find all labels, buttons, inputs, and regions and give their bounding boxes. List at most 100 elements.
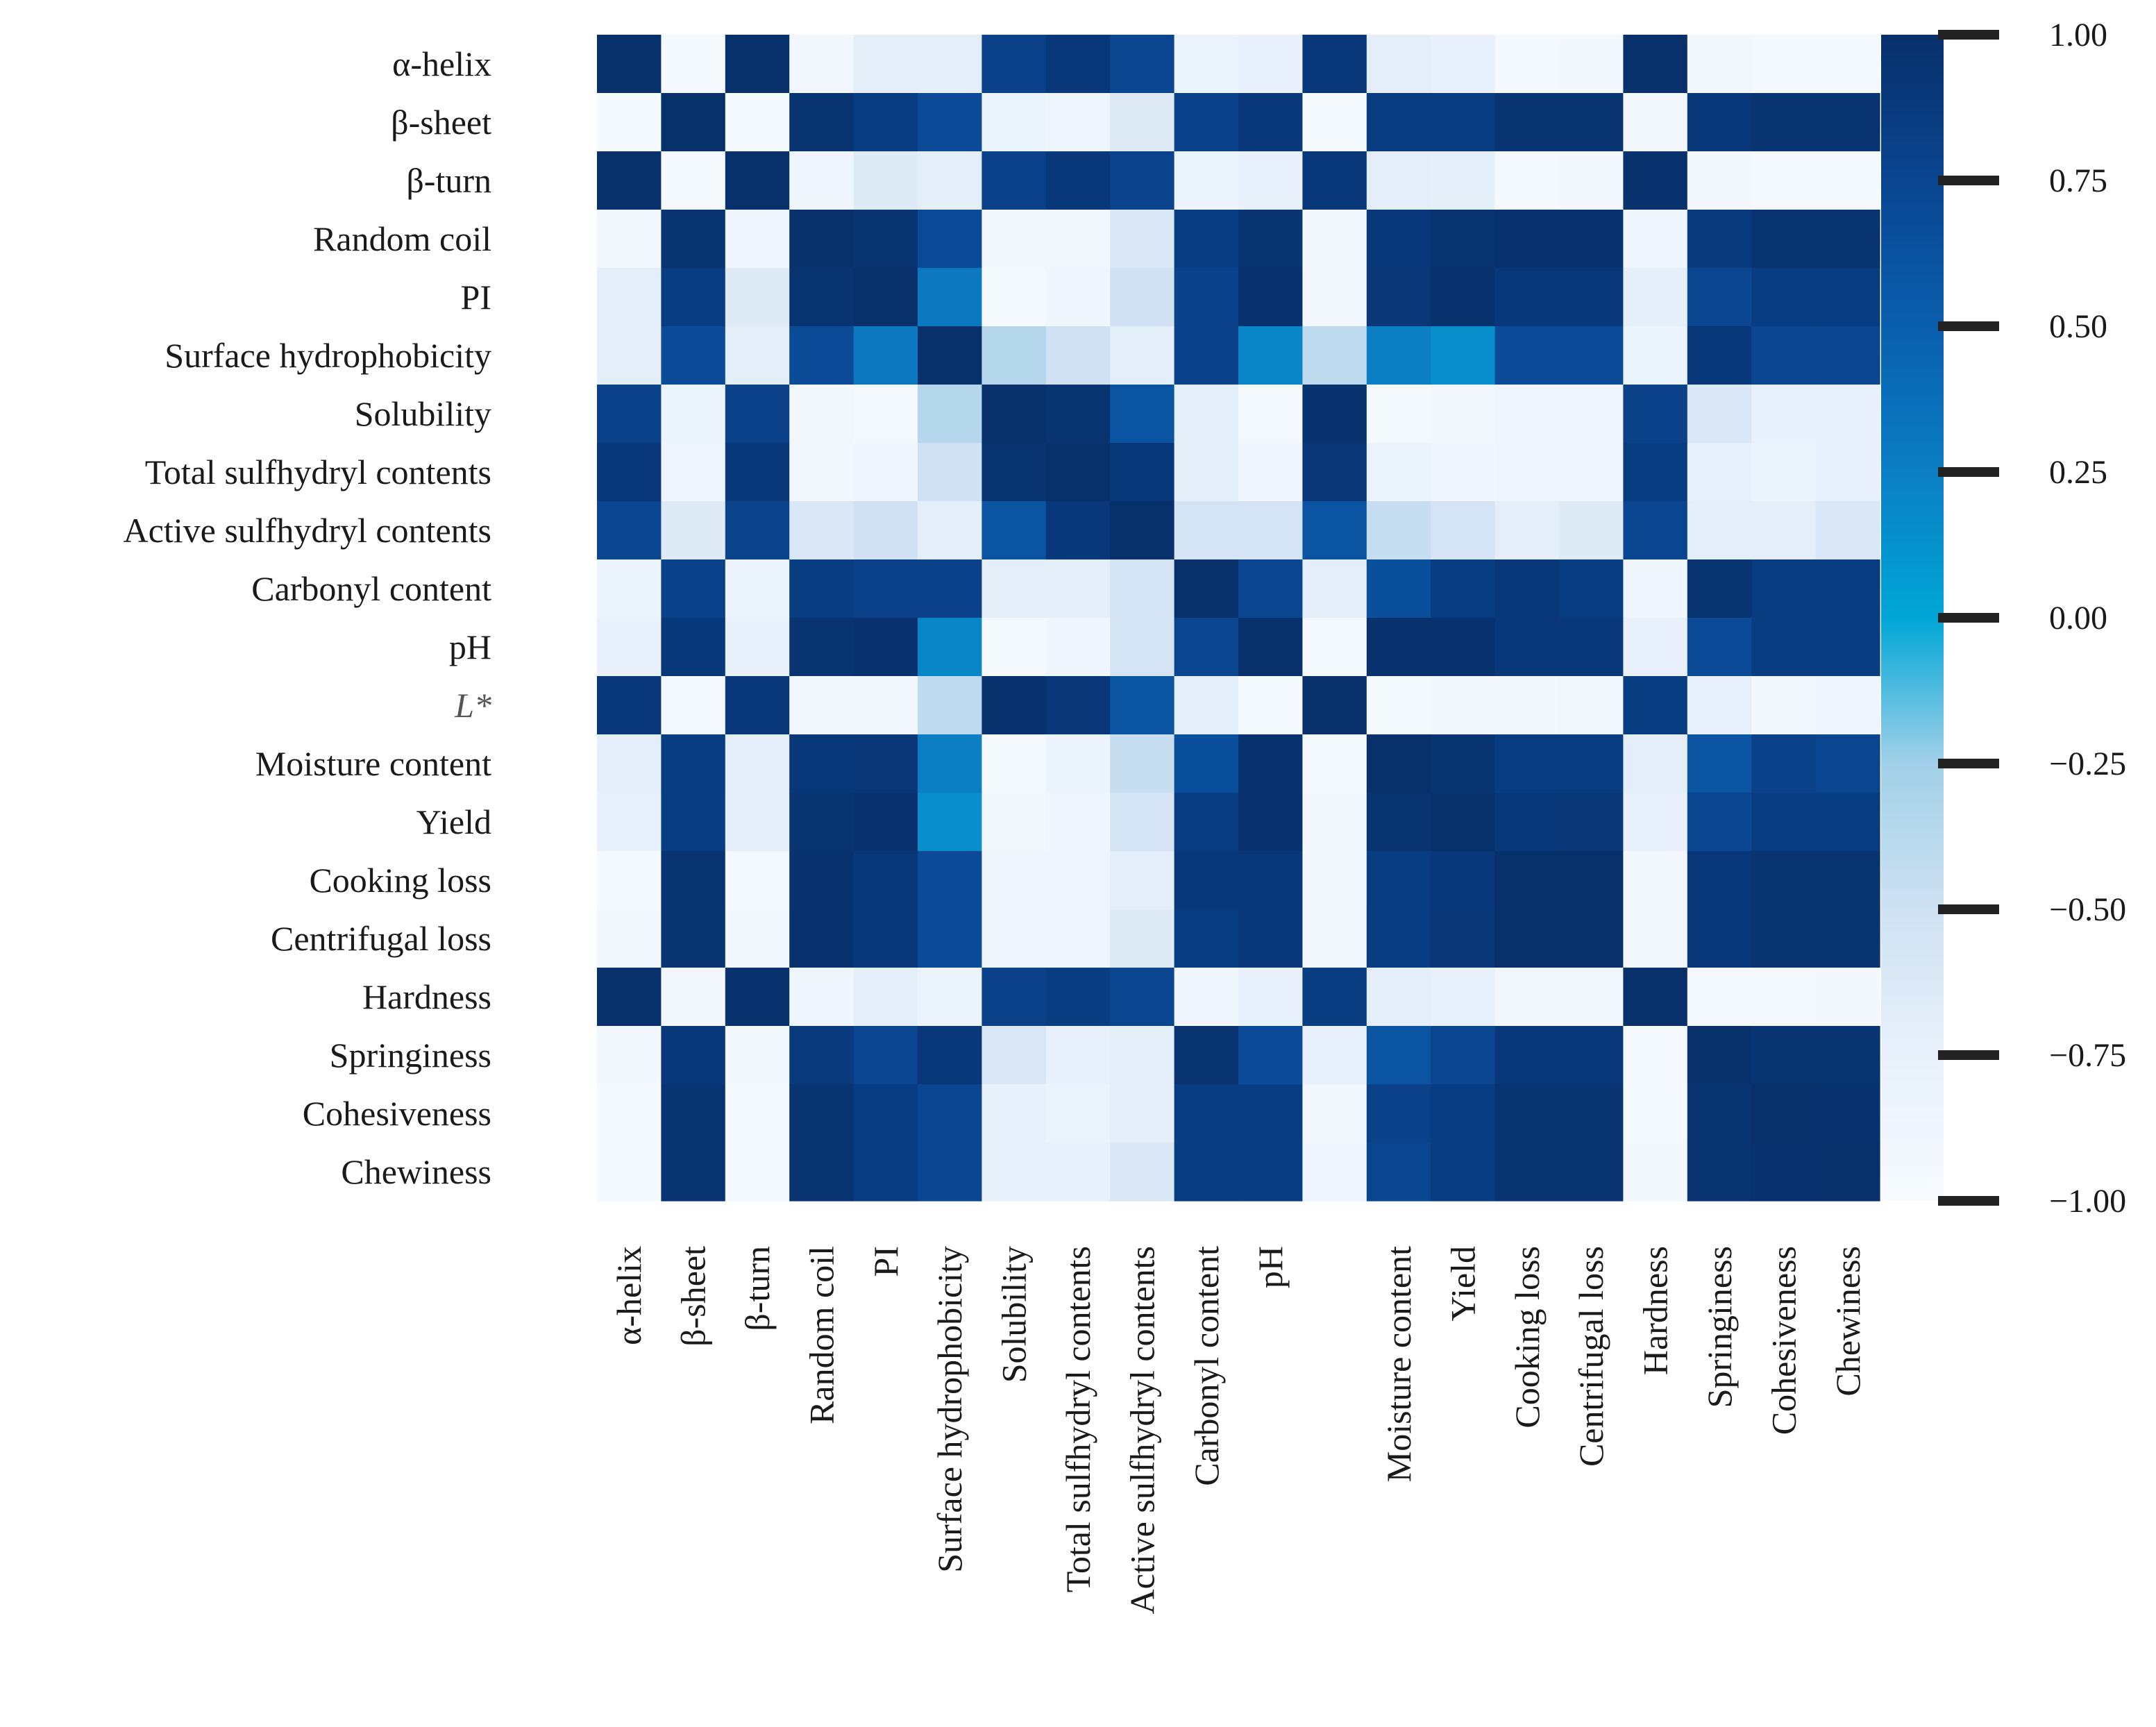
heatmap-cell xyxy=(1431,35,1496,94)
heatmap-cell xyxy=(1302,210,1367,269)
heatmap-cell xyxy=(853,443,918,502)
row-label: β-sheet xyxy=(391,103,491,142)
heatmap-cell xyxy=(1494,151,1560,210)
heatmap-cell xyxy=(1559,385,1624,444)
heatmap-cell xyxy=(789,618,854,677)
heatmap-cell xyxy=(1623,909,1688,968)
heatmap-cell xyxy=(1687,618,1752,677)
heatmap-cell xyxy=(1494,968,1560,1027)
heatmap-cell xyxy=(1559,151,1624,210)
heatmap-cell xyxy=(1815,501,1880,560)
heatmap-cell xyxy=(982,793,1047,852)
heatmap-cell xyxy=(1174,1026,1239,1085)
heatmap-cell xyxy=(918,734,982,793)
heatmap-cell xyxy=(597,618,662,677)
heatmap-cell xyxy=(597,1084,662,1143)
heatmap-cell xyxy=(918,385,982,444)
row-label: Hardness xyxy=(362,977,491,1016)
heatmap-cell xyxy=(1623,385,1688,444)
colorbar-tick-label: 0.00 xyxy=(2049,600,2107,637)
heatmap-cell xyxy=(789,559,854,618)
heatmap-cell xyxy=(597,151,662,210)
heatmap-cell xyxy=(982,851,1047,910)
heatmap-cell xyxy=(1751,210,1817,269)
heatmap-cell xyxy=(982,385,1047,444)
heatmap-cell xyxy=(1559,501,1624,560)
heatmap-cell xyxy=(1623,35,1688,94)
heatmap-cell xyxy=(1110,151,1175,210)
heatmap-cell xyxy=(1431,734,1496,793)
heatmap-cell xyxy=(1366,793,1431,852)
column-label: Cohesiveness xyxy=(1764,1246,1803,1435)
heatmap-cell xyxy=(597,501,662,560)
heatmap-cell xyxy=(1431,210,1496,269)
heatmap-cell xyxy=(1110,559,1175,618)
heatmap-cell xyxy=(725,210,790,269)
heatmap-cell xyxy=(1174,676,1239,735)
colorbar-tick-label: 0.75 xyxy=(2049,162,2107,199)
heatmap-cell xyxy=(1751,93,1817,152)
heatmap-cell xyxy=(853,618,918,677)
column-label: Carbonyl content xyxy=(1187,1246,1226,1486)
heatmap-cell xyxy=(1174,93,1239,152)
heatmap-cell xyxy=(1687,968,1752,1027)
heatmap-cell xyxy=(1238,851,1303,910)
heatmap-cell xyxy=(1302,93,1367,152)
heatmap-cell xyxy=(853,793,918,852)
heatmap-cell xyxy=(1431,1026,1496,1085)
heatmap-cell xyxy=(853,968,918,1027)
heatmap-cell xyxy=(1238,210,1303,269)
heatmap-cell xyxy=(725,793,790,852)
heatmap-cell xyxy=(1494,851,1560,910)
heatmap-cell xyxy=(725,909,790,968)
colorbar-tick-label: 1.00 xyxy=(2049,17,2107,53)
heatmap-cell xyxy=(982,676,1047,735)
heatmap-cell xyxy=(1623,734,1688,793)
heatmap-cell xyxy=(1623,618,1688,677)
heatmap-cell xyxy=(1559,851,1624,910)
heatmap-cell xyxy=(789,851,854,910)
heatmap-cell xyxy=(1366,326,1431,385)
heatmap-cell xyxy=(1494,210,1560,269)
heatmap-cell xyxy=(1559,1143,1624,1202)
heatmap-cell xyxy=(789,676,854,735)
heatmap-cell xyxy=(1431,793,1496,852)
heatmap-cell xyxy=(597,909,662,968)
heatmap-cell xyxy=(661,385,726,444)
heatmap-cell xyxy=(1751,968,1817,1027)
heatmap-cell xyxy=(1623,326,1688,385)
heatmap-cell xyxy=(982,968,1047,1027)
row-label: α-helix xyxy=(392,44,491,83)
heatmap-cell xyxy=(1174,1143,1239,1202)
heatmap-cell xyxy=(661,559,726,618)
row-label: L* xyxy=(454,686,491,725)
heatmap-cell xyxy=(1687,1143,1752,1202)
column-label: Springiness xyxy=(1700,1246,1739,1408)
heatmap-cell xyxy=(1302,618,1367,677)
heatmap-cell xyxy=(1045,210,1111,269)
heatmap-cell xyxy=(1366,1084,1431,1143)
column-label: Random coil xyxy=(802,1246,841,1424)
heatmap-cell xyxy=(789,793,854,852)
heatmap-cell xyxy=(1045,676,1111,735)
heatmap-cell xyxy=(1238,151,1303,210)
heatmap-cell xyxy=(1494,326,1560,385)
heatmap-cell xyxy=(1687,210,1752,269)
heatmap-cell xyxy=(1045,268,1111,327)
heatmap-cell xyxy=(1623,151,1688,210)
heatmap-cell xyxy=(1815,618,1880,677)
row-label: Surface hydrophobicity xyxy=(165,336,491,375)
heatmap-cell xyxy=(1431,1084,1496,1143)
heatmap-cell xyxy=(1110,734,1175,793)
heatmap-cell xyxy=(789,385,854,444)
heatmap-cell xyxy=(1815,909,1880,968)
heatmap-cell xyxy=(1494,559,1560,618)
heatmap-cell xyxy=(1815,851,1880,910)
colorbar-tick-label: −1.00 xyxy=(2049,1183,2126,1220)
heatmap-cell xyxy=(1494,1143,1560,1202)
heatmap-cell xyxy=(1559,734,1624,793)
column-label: Centrifugal loss xyxy=(1572,1246,1610,1467)
heatmap-cell xyxy=(1494,676,1560,735)
heatmap-cell xyxy=(1815,559,1880,618)
heatmap-cell xyxy=(1238,734,1303,793)
